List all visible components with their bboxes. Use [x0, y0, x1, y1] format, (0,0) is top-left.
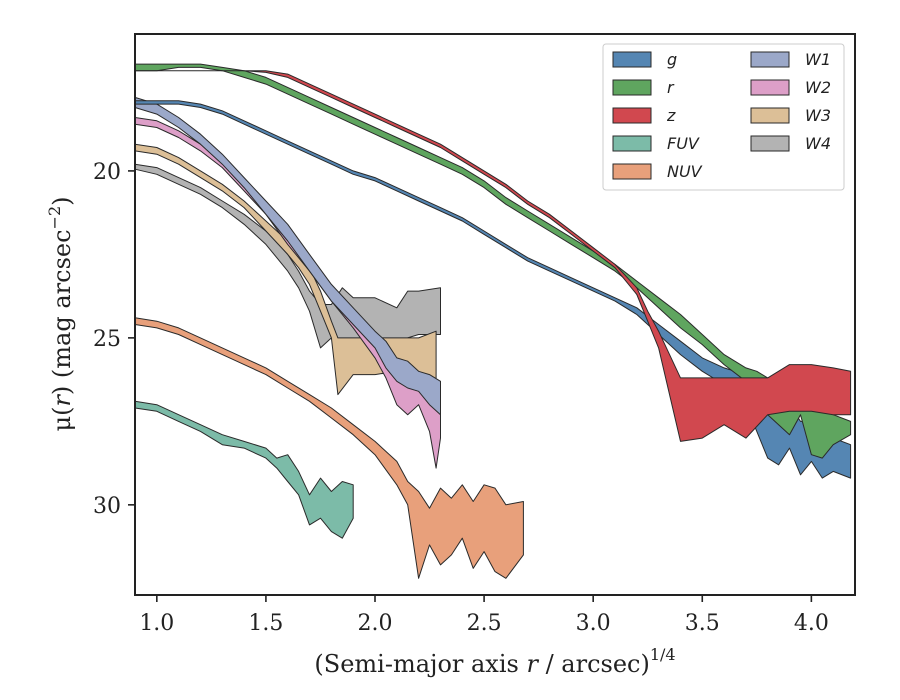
x-axis-ticks: 1.0 1.5 2.0 2.5 3.0 3.5 4.0	[139, 595, 829, 636]
legend-item-w2: W2	[750, 78, 831, 97]
legend-item-fuv: FUV	[612, 134, 700, 153]
y-tick-label: 25	[93, 327, 121, 352]
legend-label: NUV	[667, 162, 703, 181]
x-tick-label: 1.5	[248, 611, 283, 636]
band-z	[134, 70, 852, 442]
legend-swatch	[612, 163, 652, 180]
legend: grz FUV NUV W1 W2 W3 W4	[602, 43, 845, 191]
legend-item-r: r	[612, 78, 675, 97]
legend-swatch	[612, 135, 652, 152]
legend-swatch	[612, 79, 652, 96]
x-tick-label: 1.0	[139, 611, 174, 636]
legend-label: W3	[805, 106, 831, 125]
band-r	[134, 63, 852, 459]
legend-item-w1: W1	[750, 50, 831, 69]
band-nuv	[134, 317, 524, 579]
legend-swatch	[750, 51, 790, 68]
legend-item-nuv: NUV	[612, 162, 703, 181]
y-tick-label: 20	[93, 160, 121, 185]
x-axis-label: (Semi-major axis r / arcsec)1/4	[314, 645, 675, 678]
legend-label: W2	[805, 78, 831, 97]
legend-label: FUV	[667, 134, 700, 153]
band-fuv	[134, 400, 354, 539]
legend-label: z	[666, 106, 676, 125]
legend-label: g	[667, 50, 677, 69]
x-tick-label: 2.5	[467, 611, 502, 636]
plot-frame	[134, 33, 856, 596]
legend-item-g: g	[612, 50, 677, 69]
band-w1	[134, 96, 441, 416]
legend-swatch	[750, 107, 790, 124]
profile-bands	[134, 63, 852, 579]
y-tick-label: 30	[93, 494, 121, 519]
legend-label: r	[667, 78, 675, 97]
legend-swatch	[612, 51, 652, 68]
legend-swatch	[750, 79, 790, 96]
x-tick-label: 3.5	[685, 611, 720, 636]
legend-swatch	[750, 135, 790, 152]
y-axis-ticks: 20 25 30	[93, 160, 135, 519]
band-g	[134, 100, 852, 479]
legend-swatch	[612, 107, 652, 124]
legend-item-w3: W3	[750, 106, 831, 125]
legend-item-w4: W4	[750, 134, 831, 153]
y-axis-label: μ(r) (mag arcsec−2)	[45, 196, 76, 431]
legend-item-z: z	[612, 106, 676, 125]
x-tick-label: 3.0	[576, 611, 611, 636]
legend-label: W1	[805, 50, 831, 69]
x-tick-label: 4.0	[794, 611, 829, 636]
legend-label: W4	[805, 134, 831, 153]
x-tick-label: 2.0	[358, 611, 393, 636]
